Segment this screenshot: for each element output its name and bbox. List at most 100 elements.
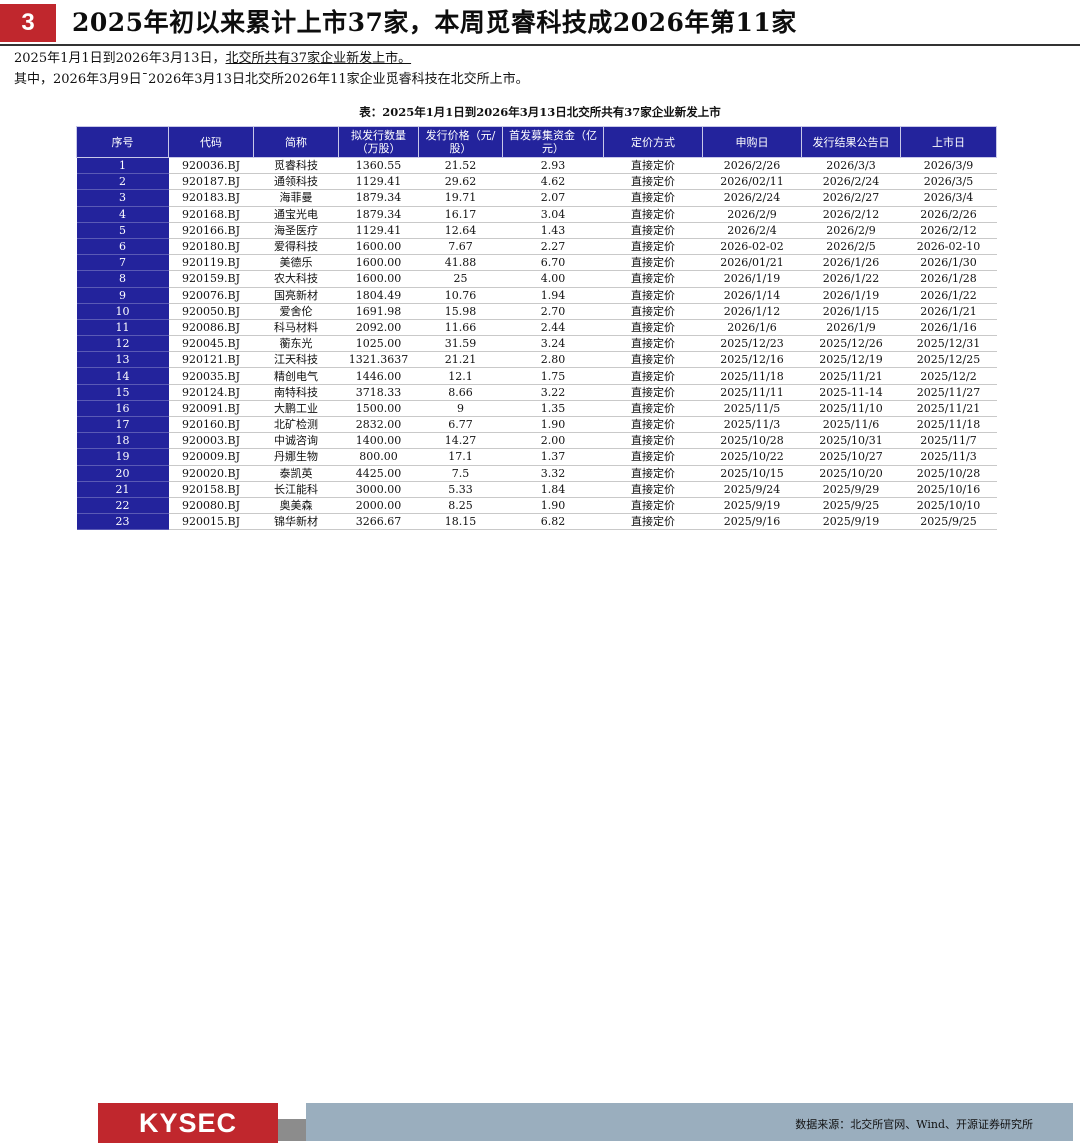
cell-pricing-method: 直接定价 xyxy=(603,157,703,175)
cell-issue-price: 25 xyxy=(418,270,503,288)
cell-subscription-date: 2025/10/22 xyxy=(702,448,802,466)
cell-proceeds: 3.04 xyxy=(502,206,604,223)
cell-issue-price: 12.64 xyxy=(418,222,503,239)
cell-result-date: 2025/10/31 xyxy=(801,432,901,450)
cell-pricing-method: 直接定价 xyxy=(603,513,703,531)
cell-proceeds: 2.44 xyxy=(502,319,604,337)
ipo-table: 序号 代码 简称 拟发行数量（万股） 发行价格（元/股） 首发募集资金（亿元） 定价方式 申购… xyxy=(76,126,997,531)
cell-subscription-date: 2025/11/3 xyxy=(702,416,802,434)
cell-proceeds: 1.35 xyxy=(502,400,604,418)
cell-row-index: 3 xyxy=(76,189,169,207)
data-source: 数据来源：北交所官网、Wind、开源证券研究所 xyxy=(795,1118,1033,1131)
cell-pricing-method: 直接定价 xyxy=(603,254,703,272)
cell-stock-code: 920086.BJ xyxy=(168,319,254,337)
cell-result-date: 2025/11/6 xyxy=(801,416,901,434)
cell-stock-name: 精创电气 xyxy=(253,367,339,385)
cell-result-date: 2026/2/27 xyxy=(801,189,901,207)
cell-pricing-method: 直接定价 xyxy=(603,238,703,256)
cell-listing-date: 2026-02-10 xyxy=(900,238,997,256)
cell-stock-name: 通宝光电 xyxy=(253,206,339,223)
cell-proceeds: 6.82 xyxy=(502,513,604,531)
cell-issue-qty: 1804.49 xyxy=(338,287,419,304)
cell-pricing-method: 直接定价 xyxy=(603,222,703,239)
cell-subscription-date: 2025/9/24 xyxy=(702,481,802,498)
cell-stock-code: 920036.BJ xyxy=(168,157,254,175)
table-row: 14 920035.BJ 精创电气 1446.00 12.1 1.75 直接定价 2025/1… xyxy=(76,367,997,385)
cell-stock-name: 国亮新材 xyxy=(253,287,339,304)
cell-row-index: 13 xyxy=(76,351,169,369)
cell-subscription-date: 2026/2/24 xyxy=(702,189,802,207)
table-row: 4 920168.BJ 通宝光电 1879.34 16.17 3.04 直接定价 2026/2… xyxy=(76,206,997,223)
cell-row-index: 5 xyxy=(76,222,169,239)
cell-result-date: 2026/1/19 xyxy=(801,287,901,304)
cell-issue-qty: 1446.00 xyxy=(338,367,419,385)
cell-subscription-date: 2025/12/16 xyxy=(702,351,802,369)
cell-result-date: 2025/12/26 xyxy=(801,335,901,353)
cell-row-index: 2 xyxy=(76,173,169,191)
table-row: 13 920121.BJ 江天科技 1321.3637 21.21 2.80 直接定价 202… xyxy=(76,351,997,369)
cell-stock-code: 920080.BJ xyxy=(168,497,254,515)
cell-stock-name: 锦华新材 xyxy=(253,513,339,531)
table-row: 1 920036.BJ 觅睿科技 1360.55 21.52 2.93 直接定价 2026/2… xyxy=(76,157,997,175)
cell-issue-price: 18.15 xyxy=(418,513,503,531)
cell-pricing-method: 直接定价 xyxy=(603,173,703,191)
logo-text: KYSEC xyxy=(138,1107,238,1138)
cell-issue-qty: 2832.00 xyxy=(338,416,419,434)
cell-row-index: 12 xyxy=(76,335,169,353)
cell-listing-date: 2025/11/21 xyxy=(900,400,997,418)
table-header-col-proceeds: 首发募集资金（亿元） xyxy=(502,126,604,158)
cell-pricing-method: 直接定价 xyxy=(603,465,703,482)
table-row: 18 920003.BJ 中诚咨询 1400.00 14.27 2.00 直接定价 2025/… xyxy=(76,432,997,450)
table-row: 11 920086.BJ 科马材料 2092.00 11.66 2.44 直接定价 2026/… xyxy=(76,319,997,337)
cell-listing-date: 2025/12/25 xyxy=(900,351,997,369)
cell-issue-price: 5.33 xyxy=(418,481,503,498)
cell-stock-name: 爱舍伦 xyxy=(253,303,339,320)
summary-line-2: 其中，2026年3月9日¯2026年3月13日北交所2026年11家企业觅睿科技… xyxy=(14,72,529,87)
table-row: 2 920187.BJ 通领科技 1129.41 29.62 4.62 直接定价 2026/0… xyxy=(76,173,997,191)
cell-pricing-method: 直接定价 xyxy=(603,400,703,418)
cell-stock-code: 920187.BJ xyxy=(168,173,254,191)
cell-issue-qty: 1025.00 xyxy=(338,335,419,353)
cell-issue-qty: 800.00 xyxy=(338,448,419,466)
table-row: 15 920124.BJ 南特科技 3718.33 8.66 3.22 直接定价 2025/1… xyxy=(76,384,997,401)
cell-row-index: 4 xyxy=(76,206,169,223)
cell-stock-code: 920159.BJ xyxy=(168,270,254,288)
cell-proceeds: 3.24 xyxy=(502,335,604,353)
cell-result-date: 2025/10/20 xyxy=(801,465,901,482)
table-header-col-code: 代码 xyxy=(168,126,254,158)
table-header-col-issue-qty: 拟发行数量（万股） xyxy=(338,126,419,158)
cell-result-date: 2025/12/19 xyxy=(801,351,901,369)
cell-subscription-date: 2026/2/9 xyxy=(702,206,802,223)
cell-subscription-date: 2025/9/16 xyxy=(702,513,802,531)
cell-row-index: 22 xyxy=(76,497,169,515)
cell-subscription-date: 2025/10/28 xyxy=(702,432,802,450)
cell-proceeds: 1.75 xyxy=(502,367,604,385)
cell-result-date: 2025-11-14 xyxy=(801,384,901,401)
table-header-col-result-date: 发行结果公告日 xyxy=(801,126,901,158)
cell-pricing-method: 直接定价 xyxy=(603,206,703,223)
cell-row-index: 9 xyxy=(76,287,169,304)
cell-stock-name: 海菲曼 xyxy=(253,189,339,207)
cell-listing-date: 2025/11/3 xyxy=(900,448,997,466)
cell-result-date: 2025/9/29 xyxy=(801,481,901,498)
cell-issue-price: 8.25 xyxy=(418,497,503,515)
cell-pricing-method: 直接定价 xyxy=(603,287,703,304)
cell-result-date: 2026/1/9 xyxy=(801,319,901,337)
cell-subscription-date: 2026/2/26 xyxy=(702,157,802,175)
cell-result-date: 2025/9/19 xyxy=(801,513,901,531)
cell-stock-code: 920035.BJ xyxy=(168,367,254,385)
cell-listing-date: 2025/11/7 xyxy=(900,432,997,450)
cell-issue-price: 41.88 xyxy=(418,254,503,272)
cell-issue-qty: 1600.00 xyxy=(338,270,419,288)
cell-listing-date: 2025/11/18 xyxy=(900,416,997,434)
cell-issue-qty: 2000.00 xyxy=(338,497,419,515)
cell-proceeds: 2.80 xyxy=(502,351,604,369)
table-body: 1 920036.BJ 觅睿科技 1360.55 21.52 2.93 直接定价 2026/2… xyxy=(76,157,997,531)
table-row: 3 920183.BJ 海菲曼 1879.34 19.71 2.07 直接定价 2026/2/… xyxy=(76,189,997,207)
cell-listing-date: 2025/10/16 xyxy=(900,481,997,498)
cell-row-index: 23 xyxy=(76,513,169,531)
table-header-row: 序号 代码 简称 拟发行数量（万股） 发行价格（元/股） 首发募集资金（亿元） 定价方式 申购… xyxy=(76,126,997,158)
cell-listing-date: 2026/3/9 xyxy=(900,157,997,175)
cell-result-date: 2026/1/22 xyxy=(801,270,901,288)
cell-listing-date: 2025/10/10 xyxy=(900,497,997,515)
